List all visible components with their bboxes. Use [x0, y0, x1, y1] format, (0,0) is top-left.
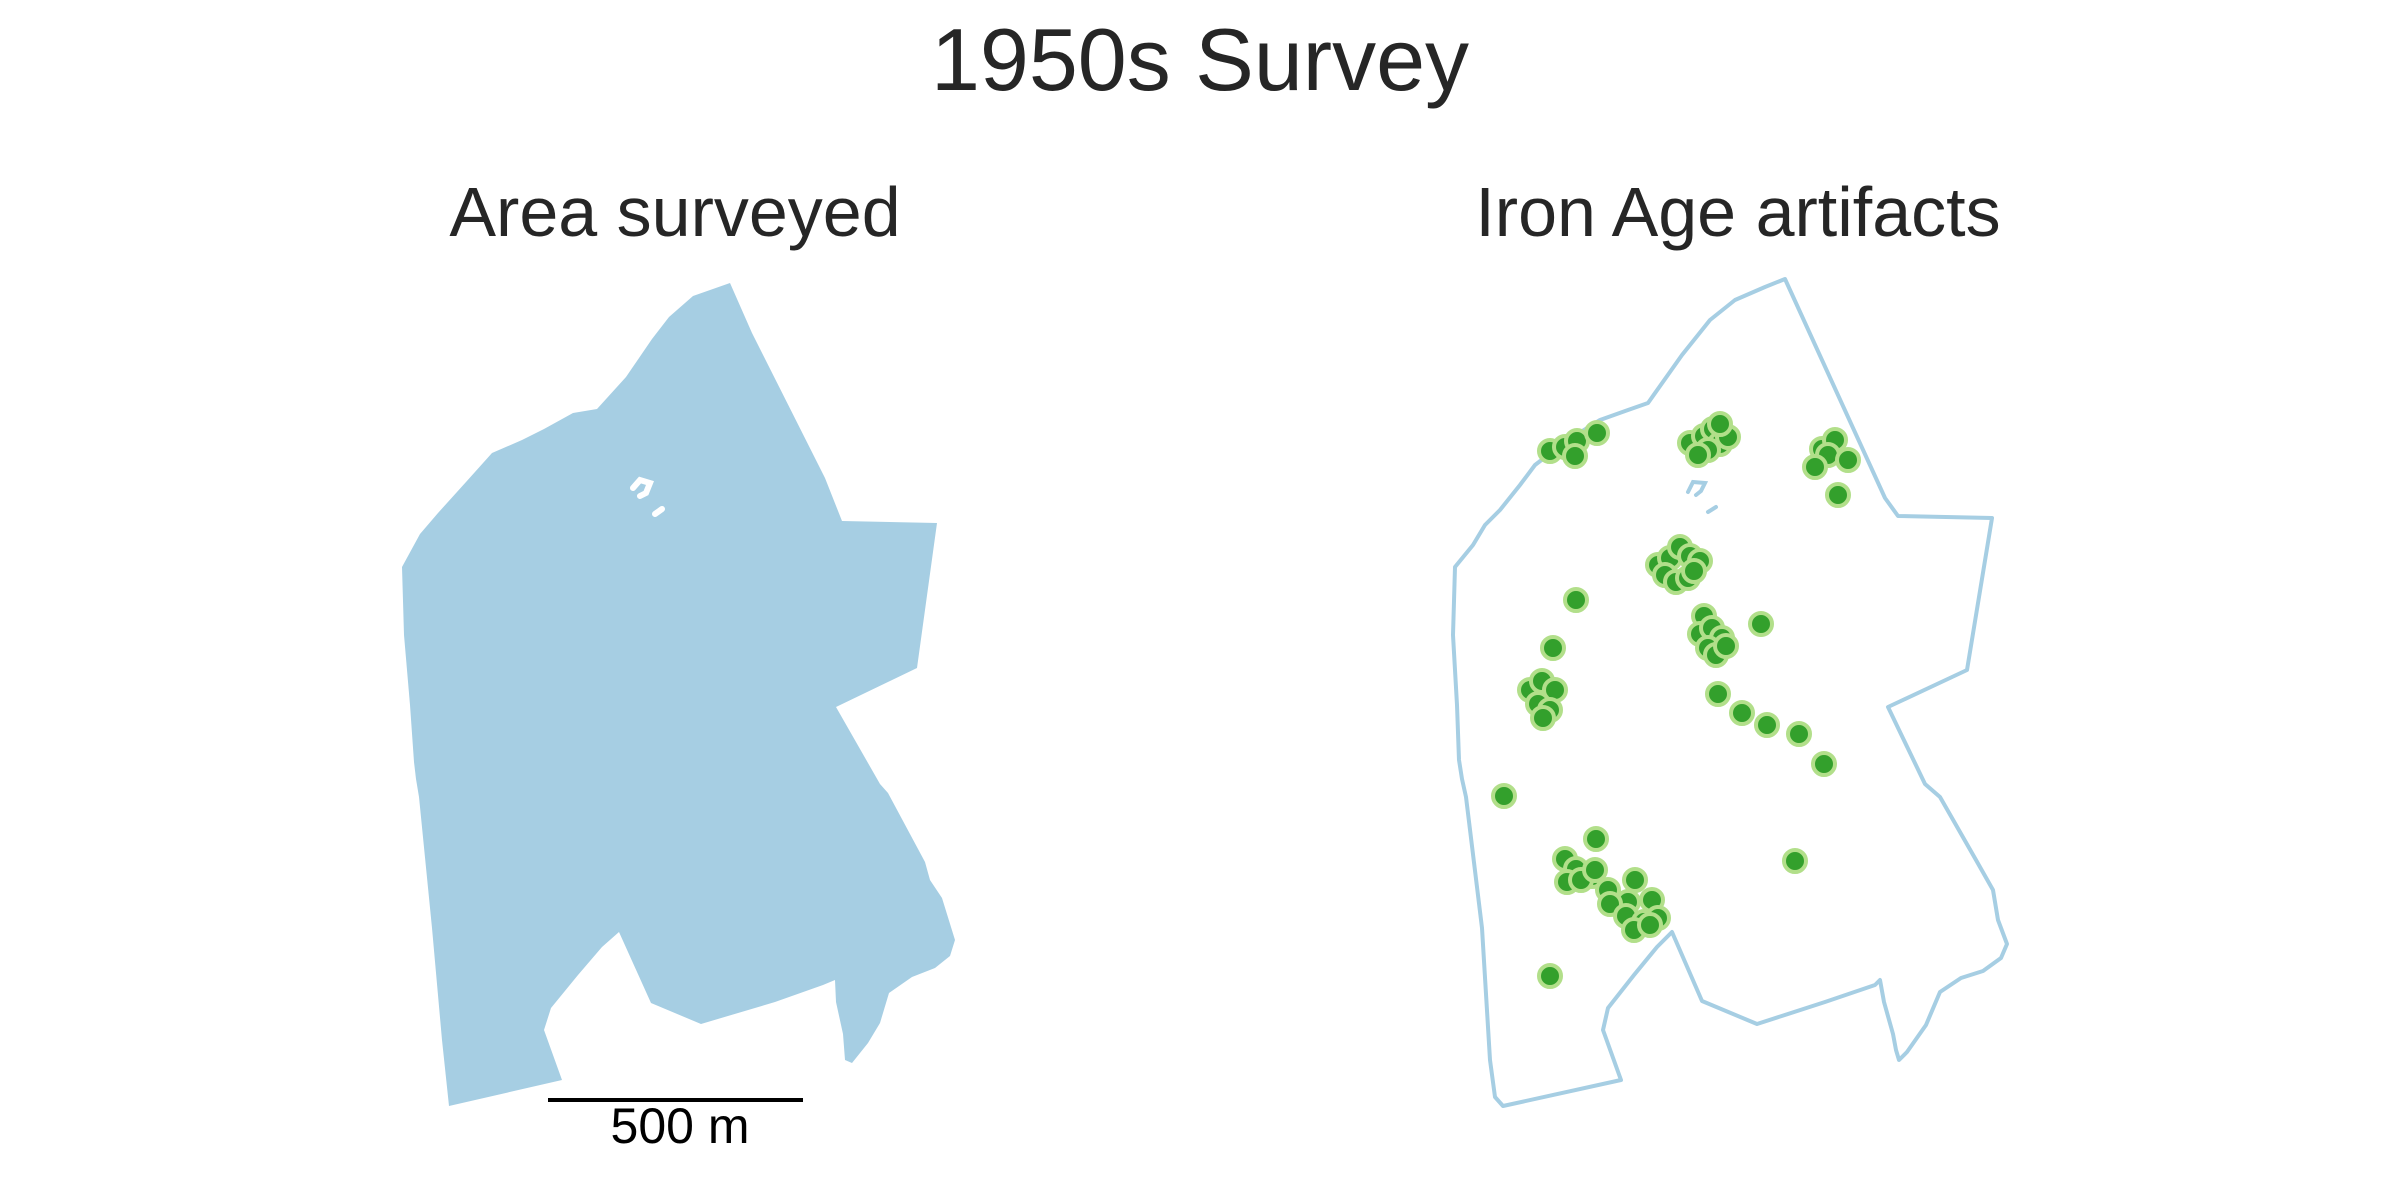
left-panel-title: Area surveyed — [449, 173, 901, 251]
artifact-point — [1583, 826, 1609, 852]
artifact-point — [1530, 705, 1556, 731]
hole-shape — [630, 476, 655, 499]
artifact-point — [1825, 482, 1851, 508]
artifact-point — [1782, 848, 1808, 874]
survey-area-outline — [1451, 277, 2009, 1108]
artifact-point — [1713, 633, 1739, 659]
survey-area-holes — [630, 476, 665, 517]
artifact-point — [1537, 963, 1563, 989]
artifact-points — [1491, 411, 1861, 989]
hole-shape — [1686, 479, 1709, 497]
artifact-point — [1705, 681, 1731, 707]
outline-holes — [1686, 479, 1718, 514]
right-panel-title: Iron Age artifacts — [1475, 173, 2001, 251]
survey-area-polygon — [402, 283, 955, 1106]
survey-area-map — [402, 283, 955, 1106]
artifact-point — [1748, 611, 1774, 637]
artifact-point — [1681, 558, 1707, 584]
artifact-point — [1540, 635, 1566, 661]
artifact-point — [1491, 783, 1517, 809]
artifact-point — [1729, 700, 1755, 726]
artifact-point — [1802, 454, 1828, 480]
hole-shape — [1706, 505, 1718, 514]
artifact-point — [1637, 912, 1663, 938]
scalebar-label: 500 m — [610, 1098, 750, 1154]
artifact-point — [1563, 587, 1589, 613]
artifact-point — [1754, 712, 1780, 738]
artifact-point — [1707, 411, 1733, 437]
artifact-point — [1685, 442, 1711, 468]
artifact-point — [1584, 420, 1610, 446]
artifact-point — [1582, 857, 1608, 883]
artifact-point — [1622, 867, 1648, 893]
artifact-point — [1562, 443, 1588, 469]
artifact-point — [1811, 751, 1837, 777]
artifact-point — [1835, 447, 1861, 473]
hole-shape — [652, 506, 665, 517]
figure-title: 1950s Survey — [930, 10, 1470, 109]
artifacts-map — [1451, 277, 2009, 1108]
artifact-point — [1786, 721, 1812, 747]
